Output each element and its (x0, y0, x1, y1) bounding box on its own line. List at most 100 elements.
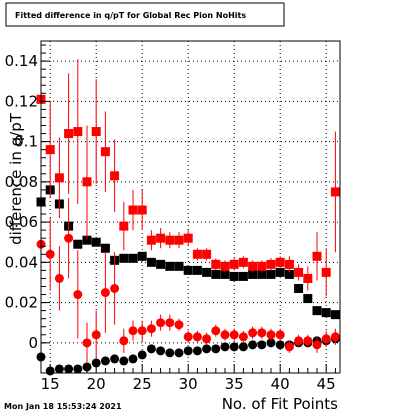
data-point (284, 342, 294, 352)
data-point (73, 127, 83, 137)
data-point (275, 330, 285, 340)
data-point (248, 328, 258, 338)
data-point (165, 348, 175, 358)
data-point (82, 235, 92, 245)
data-point (119, 356, 129, 366)
x-tick-label: 20 (87, 375, 106, 393)
data-point (321, 308, 331, 318)
data-point (220, 269, 230, 279)
data-point (211, 269, 221, 279)
data-point (266, 269, 276, 279)
data-point (110, 171, 120, 181)
data-point (312, 306, 322, 316)
data-point (174, 261, 184, 271)
data-point (248, 340, 258, 350)
data-point (202, 267, 212, 277)
data-point (294, 283, 304, 293)
data-point (82, 362, 92, 372)
data-point (275, 257, 285, 267)
data-point (73, 239, 83, 249)
data-point (266, 338, 276, 348)
data-point (202, 334, 212, 344)
data-point (156, 259, 166, 269)
data-point (220, 330, 230, 340)
data-point (54, 273, 64, 283)
data-point (174, 348, 184, 358)
data-point (321, 334, 331, 344)
data-point (137, 350, 147, 360)
data-point (321, 267, 331, 277)
data-point (248, 261, 258, 271)
data-point (229, 259, 239, 269)
data-point (294, 336, 304, 346)
y-tick-label: 0.04 (5, 253, 38, 271)
data-point (91, 358, 101, 368)
y-tick-label: 0.02 (5, 294, 38, 312)
data-point (266, 330, 276, 340)
data-point (202, 344, 212, 354)
data-point (119, 253, 129, 263)
y-tick-label: 0 (28, 334, 38, 352)
data-point (100, 147, 110, 157)
data-point (192, 346, 202, 356)
data-point (183, 346, 193, 356)
data-point (156, 346, 166, 356)
data-point (275, 340, 285, 350)
plot-frame (40, 40, 341, 374)
data-point (238, 332, 248, 342)
data-point (211, 259, 221, 269)
data-point (156, 233, 166, 243)
data-point (82, 338, 92, 348)
data-point (257, 340, 267, 350)
grid-lines (41, 41, 340, 373)
y-tick-label: 0.08 (5, 173, 38, 191)
data-point (91, 127, 101, 137)
data-point (238, 271, 248, 281)
data-point (220, 261, 230, 271)
data-point (174, 320, 184, 330)
axes (40, 40, 341, 374)
timestamp: Mon Jan 18 15:53:24 2021 (4, 402, 122, 411)
data-point (146, 324, 156, 334)
tick-labels: 15 20 25 30 35 40 45 0 0.02 0.04 0.06 0.08 0.1 0.12 0.… (5, 52, 336, 393)
data-point (192, 249, 202, 259)
data-point (330, 310, 340, 320)
data-point (110, 283, 120, 293)
data-point (91, 237, 101, 247)
data-point (146, 257, 156, 267)
y-axis-title: difference in q/pT (7, 112, 25, 245)
data-point (128, 354, 138, 364)
data-point (183, 233, 193, 243)
data-point (183, 332, 193, 342)
x-tick-label: 15 (41, 375, 60, 393)
y-tick-label: 0.12 (5, 92, 38, 110)
data-point (137, 205, 147, 215)
data-point (64, 233, 74, 243)
data-point (284, 269, 294, 279)
data-point (45, 145, 55, 155)
x-tick-label: 35 (225, 375, 244, 393)
data-point (165, 261, 175, 271)
data-point (128, 326, 138, 336)
data-point (257, 269, 267, 279)
data-point (128, 205, 138, 215)
data-point (165, 318, 175, 328)
data-point (303, 294, 313, 304)
data-point (229, 271, 239, 281)
series-group (36, 197, 340, 363)
chart-title-box (5, 2, 285, 27)
data-point (91, 330, 101, 340)
data-point (294, 267, 304, 277)
data-point (303, 336, 313, 346)
y-tick-label: 0.06 (5, 213, 38, 231)
data-point (119, 336, 129, 346)
data-point (146, 344, 156, 354)
data-point (119, 221, 129, 231)
data-point (183, 265, 193, 275)
data-point (73, 290, 83, 300)
x-tick-label: 45 (317, 375, 336, 393)
data-point (156, 318, 166, 328)
data-point (64, 129, 74, 139)
x-axis-title: No. of Fit Points (222, 395, 338, 413)
data-point (220, 342, 230, 352)
